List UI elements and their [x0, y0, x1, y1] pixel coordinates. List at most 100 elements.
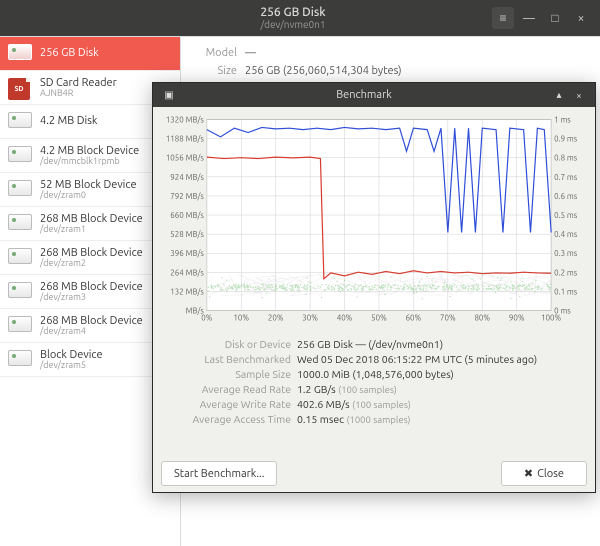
dialog-close-icon[interactable]: × [572, 88, 586, 102]
svg-text:0.5 ms: 0.5 ms [554, 211, 578, 220]
svg-text:40%: 40% [337, 314, 353, 323]
window-title: 256 GB Disk /dev/nvme0n1 [96, 6, 490, 30]
stats-row: Average Access Time 0.15 msec (1000 sampl… [163, 413, 585, 425]
device-text: 4.2 MB Disk [40, 115, 97, 127]
device-icon [8, 180, 34, 200]
size-value: 256 GB (256,060,514,304 bytes) [245, 65, 402, 77]
svg-text:50%: 50% [371, 314, 387, 323]
minimize-icon[interactable]: — [518, 7, 540, 29]
stats-row: Average Read Rate1.2 GB/s (100 samples) [163, 383, 585, 395]
device-path: /dev/mmcblk1rpmb [40, 157, 139, 167]
device-icon [8, 282, 34, 302]
drive-icon [8, 180, 32, 196]
svg-text:80%: 80% [474, 314, 490, 323]
benchmark-dialog: ▣ Benchmark ▴ × MB/s0 ms132 MB/s0.1 ms26… [152, 82, 596, 493]
maximize-icon[interactable]: □ [544, 7, 566, 29]
device-name: 4.2 MB Block Device [40, 145, 139, 157]
stats-label: Average Read Rate [163, 383, 291, 395]
stats-label: Average Write Rate [163, 398, 291, 410]
svg-text:0.6 ms: 0.6 ms [554, 192, 578, 201]
svg-text:0.9 ms: 0.9 ms [554, 135, 578, 144]
svg-text:1320 MB/s: 1320 MB/s [166, 115, 205, 124]
svg-text:0%: 0% [201, 314, 212, 323]
device-icon [8, 146, 34, 166]
stats-value: 402.6 MB/s (100 samples) [297, 398, 411, 410]
svg-text:30%: 30% [302, 314, 318, 323]
stats-row: Sample Size1000.0 MiB (1,048,576,000 byt… [163, 368, 585, 380]
device-path: /dev/zram4 [40, 327, 143, 337]
close-button[interactable]: ✖Close [501, 461, 587, 486]
stats-value: 256 GB Disk — (/dev/nvme0n1) [297, 338, 443, 350]
device-text: 268 MB Block Device/dev/zram1 [40, 213, 143, 235]
drive-icon [8, 44, 32, 60]
drive-icon [8, 282, 32, 298]
device-path: /dev/zram1 [40, 225, 143, 235]
subtitle-text: /dev/nvme0n1 [96, 19, 490, 30]
dialog-button-bar: Start Benchmark... ✖Close [153, 455, 595, 492]
svg-text:792 MB/s: 792 MB/s [170, 192, 204, 201]
device-icon [8, 44, 34, 64]
device-name: 268 MB Block Device [40, 247, 143, 259]
device-name: 268 MB Block Device [40, 213, 143, 225]
stats-row: Last Benchmarked Wed 05 Dec 2018 06:15:22… [163, 353, 585, 365]
menu-icon[interactable]: ≡ [492, 7, 514, 29]
device-name: 256 GB Disk [40, 47, 99, 59]
device-icon [8, 214, 34, 234]
svg-text:924 MB/s: 924 MB/s [170, 173, 204, 182]
drive-icon [8, 350, 32, 366]
chart-svg: MB/s0 ms132 MB/s0.1 ms264 MB/s0.2 ms396 … [163, 115, 585, 327]
stats-label: Last Benchmarked [163, 353, 291, 365]
svg-text:528 MB/s: 528 MB/s [170, 230, 204, 239]
stats-value: Wed 05 Dec 2018 06:15:22 PM UTC (5 minut… [297, 353, 537, 365]
drive-icon [8, 316, 32, 332]
dialog-title: Benchmark [179, 89, 549, 101]
device-text: 4.2 MB Block Device/dev/mmcblk1rpmb [40, 145, 139, 167]
close-icon[interactable]: × [570, 7, 592, 29]
model-label: Model [193, 47, 237, 59]
svg-text:0.8 ms: 0.8 ms [554, 154, 578, 163]
svg-text:60%: 60% [406, 314, 422, 323]
start-benchmark-button[interactable]: Start Benchmark... [161, 461, 277, 486]
svg-text:264 MB/s: 264 MB/s [170, 268, 204, 277]
svg-text:100%: 100% [541, 314, 561, 323]
close-x-icon: ✖ [524, 467, 533, 480]
size-label: Size [193, 65, 237, 77]
device-path: /dev/zram2 [40, 259, 143, 269]
device-path: AJNB4R [40, 89, 117, 99]
device-icon [8, 112, 34, 132]
device-name: Block Device [40, 349, 103, 361]
device-name: SD Card Reader [40, 77, 117, 89]
stats-value: 1000.0 MiB (1,048,576,000 bytes) [297, 368, 454, 380]
svg-text:132 MB/s: 132 MB/s [170, 287, 204, 296]
device-text: 256 GB Disk [40, 47, 99, 59]
sidebar-item[interactable]: 256 GB Disk [0, 37, 180, 71]
dialog-up-icon[interactable]: ▴ [552, 88, 566, 102]
device-text: SD Card ReaderAJNB4R [40, 77, 117, 99]
device-text: 268 MB Block Device/dev/zram3 [40, 281, 143, 303]
model-value: — [245, 47, 256, 59]
device-name: 268 MB Block Device [40, 281, 143, 293]
dialog-app-icon: ▣ [162, 88, 176, 102]
benchmark-stats: Disk or Device 256 GB Disk — (/dev/nvme0n… [163, 335, 585, 428]
svg-text:0.1 ms: 0.1 ms [554, 287, 578, 296]
stats-label: Average Access Time [163, 413, 291, 425]
drive-icon [8, 146, 32, 162]
device-icon [8, 350, 34, 370]
device-icon: SD [8, 78, 34, 98]
device-text: 52 MB Block Device/dev/zram0 [40, 179, 137, 201]
title-text: 256 GB Disk [96, 6, 490, 19]
svg-text:10%: 10% [233, 314, 249, 323]
svg-text:0.2 ms: 0.2 ms [554, 268, 578, 277]
stats-value: 0.15 msec (1000 samples) [297, 413, 411, 425]
stats-row: Disk or Device 256 GB Disk — (/dev/nvme0n… [163, 338, 585, 350]
stats-label: Disk or Device [163, 338, 291, 350]
drive-icon [8, 214, 32, 230]
svg-text:1 ms: 1 ms [554, 115, 571, 124]
svg-text:0.7 ms: 0.7 ms [554, 173, 578, 182]
device-icon [8, 316, 34, 336]
drive-icon [8, 248, 32, 264]
dialog-body: MB/s0 ms132 MB/s0.1 ms264 MB/s0.2 ms396 … [153, 107, 595, 455]
device-path: /dev/zram0 [40, 191, 137, 201]
svg-text:1188 MB/s: 1188 MB/s [166, 135, 205, 144]
sd-card-icon: SD [8, 78, 30, 100]
